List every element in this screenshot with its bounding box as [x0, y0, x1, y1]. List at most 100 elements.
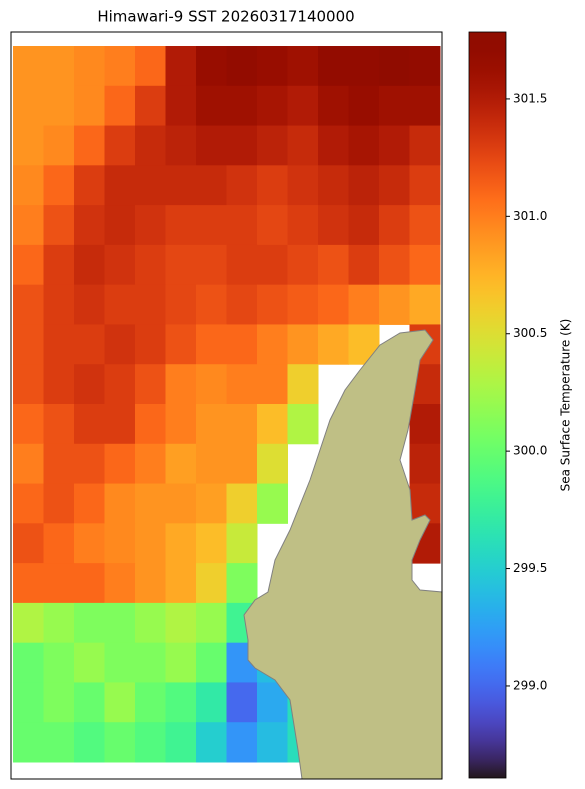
- heatmap-cell: [13, 205, 44, 246]
- heatmap-cell: [74, 205, 105, 246]
- heatmap-cell: [409, 46, 441, 87]
- heatmap-cell: [196, 85, 227, 127]
- heatmap-cell: [196, 563, 227, 604]
- heatmap-cell: [43, 404, 75, 445]
- heatmap-cell: [196, 165, 227, 206]
- heatmap-cell: [13, 682, 44, 723]
- heatmap-cell: [135, 165, 166, 206]
- heatmap-cell: [165, 682, 197, 723]
- heatmap-cell: [287, 244, 319, 286]
- heatmap-cell: [74, 602, 105, 644]
- heatmap-cell: [135, 483, 166, 524]
- heatmap-cell: [104, 483, 136, 524]
- heatmap-cell: [257, 404, 288, 445]
- heatmap-cell: [13, 404, 44, 445]
- heatmap-cell: [135, 722, 166, 763]
- colorbar-tick-label: 300.5: [513, 326, 547, 340]
- colorbar-tick-label: 299.0: [513, 678, 547, 692]
- heatmap-cell: [43, 46, 75, 87]
- heatmap-cell: [43, 165, 75, 206]
- heatmap-cell: [196, 324, 227, 365]
- heatmap-cell: [318, 205, 349, 246]
- heatmap-cell: [13, 125, 44, 166]
- heatmap-cell: [165, 642, 197, 683]
- heatmap-cell: [196, 364, 227, 405]
- heatmap-cell: [43, 284, 75, 325]
- heatmap-cell: [165, 205, 197, 246]
- heatmap-cell: [226, 85, 258, 127]
- heatmap-cell: [13, 244, 44, 286]
- heatmap-cell: [226, 125, 258, 166]
- heatmap-cell: [196, 46, 227, 87]
- heatmap-cell: [257, 165, 288, 206]
- heatmap-cell: [379, 205, 410, 246]
- heatmap-cell: [135, 563, 166, 604]
- heatmap-cell: [104, 682, 136, 723]
- heatmap-cell: [409, 205, 441, 246]
- colorbar-tick-label: 299.5: [513, 561, 547, 575]
- heatmap-cell: [409, 404, 441, 445]
- heatmap-cell: [165, 165, 197, 206]
- heatmap-cell: [226, 205, 258, 246]
- heatmap-cell: [318, 244, 349, 286]
- heatmap-cell: [13, 483, 44, 524]
- heatmap-cell: [165, 85, 197, 127]
- heatmap-cell: [196, 125, 227, 166]
- heatmap-cell: [379, 85, 410, 127]
- heatmap-cell: [257, 364, 288, 405]
- heatmap-cell: [287, 46, 319, 87]
- heatmap-cell: [135, 642, 166, 683]
- heatmap-cell: [74, 364, 105, 405]
- heatmap-cell: [196, 443, 227, 485]
- heatmap-cell: [74, 523, 105, 564]
- heatmap-cell: [13, 165, 44, 206]
- heatmap-cell: [348, 244, 380, 286]
- heatmap-cell: [135, 46, 166, 87]
- heatmap-cell: [74, 563, 105, 604]
- heatmap-cell: [287, 324, 319, 365]
- heatmap-cell: [13, 722, 44, 763]
- heatmap-cell: [135, 284, 166, 325]
- heatmap-cell: [348, 125, 380, 166]
- colorbar-label: Sea Surface Temperature (K): [559, 319, 573, 492]
- heatmap-cell: [257, 46, 288, 87]
- heatmap-cell: [13, 46, 44, 87]
- heatmap-cell: [348, 46, 380, 87]
- heatmap-cell: [74, 682, 105, 723]
- heatmap-cell: [165, 364, 197, 405]
- heatmap-cell: [165, 284, 197, 325]
- heatmap-cell: [196, 284, 227, 325]
- heatmap-cell: [104, 364, 136, 405]
- heatmap-cell: [104, 602, 136, 644]
- heatmap-cell: [348, 205, 380, 246]
- heatmap-cell: [135, 324, 166, 365]
- heatmap-cell: [226, 523, 258, 564]
- colorbar: [468, 31, 507, 779]
- heatmap-cell: [74, 483, 105, 524]
- heatmap-cell: [226, 284, 258, 325]
- heatmap-cell: [287, 85, 319, 127]
- heatmap-cell: [74, 125, 105, 166]
- heatmap-cell: [74, 722, 105, 763]
- heatmap-cell: [226, 722, 258, 763]
- heatmap-cell: [104, 244, 136, 286]
- heatmap-cell: [135, 125, 166, 166]
- heatmap-cell: [43, 364, 75, 405]
- heatmap-cell: [104, 165, 136, 206]
- heatmap-cell: [104, 324, 136, 365]
- heatmap-cell: [135, 205, 166, 246]
- heatmap: [13, 46, 441, 763]
- heatmap-cell: [74, 324, 105, 365]
- heatmap-cell: [135, 364, 166, 405]
- axes-frame: [10, 31, 443, 780]
- heatmap-cell: [196, 682, 227, 723]
- chart-title: Himawari-9 SST 20260317140000: [97, 8, 354, 26]
- heatmap-cell: [196, 205, 227, 246]
- heatmap-cell: [409, 443, 441, 485]
- heatmap-cell: [165, 404, 197, 445]
- heatmap-cell: [13, 642, 44, 683]
- heatmap-cell: [74, 46, 105, 87]
- heatmap-cell: [104, 205, 136, 246]
- heatmap-cell: [379, 284, 410, 325]
